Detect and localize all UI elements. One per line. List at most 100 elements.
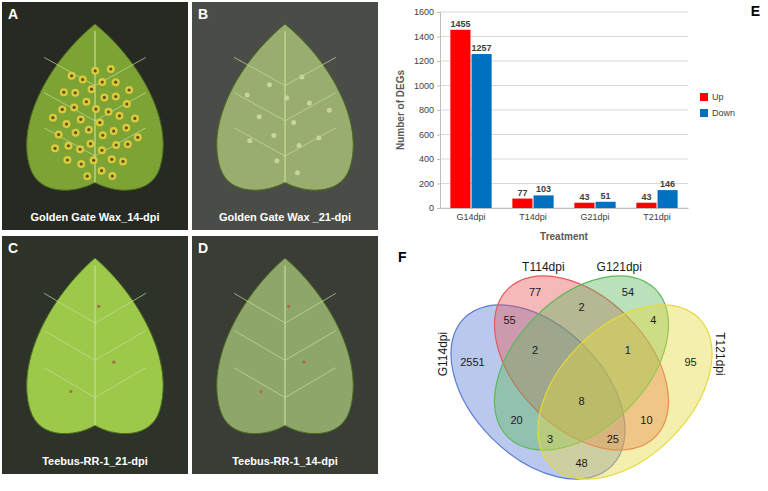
bar	[658, 190, 678, 208]
leaf	[217, 24, 354, 190]
leaf-lesion	[100, 93, 108, 101]
leaf-lesion	[245, 93, 250, 98]
tick-mark	[437, 184, 440, 185]
leaf-lesion	[284, 96, 289, 101]
tick-mark	[437, 110, 440, 111]
tick-label: 1000	[414, 81, 434, 91]
region-count: 2	[532, 344, 538, 356]
leaf-vein	[234, 368, 285, 398]
leaf-lesion-center	[90, 88, 93, 91]
bar	[472, 54, 492, 208]
leaf-lesion	[259, 390, 262, 393]
leaf-lesion-center	[53, 147, 56, 150]
legend-label: Up	[712, 92, 724, 102]
leaf-vein	[44, 93, 95, 121]
data-label: 1257	[472, 43, 492, 53]
photo-panel: BGolden Gate Wax _21-dpi	[192, 2, 378, 230]
grid-line	[440, 12, 688, 13]
tick: G21dpi	[580, 212, 609, 222]
leaf-lesion-center	[101, 134, 104, 137]
leaf-lesion	[123, 100, 131, 108]
panel-letter: A	[8, 6, 18, 22]
tick: 1400	[414, 32, 440, 42]
tick: 1000	[414, 81, 440, 91]
leaf-lesion	[104, 108, 112, 116]
tick-mark	[437, 159, 440, 160]
leaf-lesion	[316, 136, 321, 141]
legend: Up Down	[700, 92, 735, 118]
leaf-vein	[94, 265, 95, 425]
leaf-lesion	[76, 145, 84, 153]
bars	[450, 30, 677, 208]
region-count: 8	[578, 395, 584, 407]
tick-mark	[437, 61, 440, 62]
leaf-vein	[285, 293, 336, 323]
region-count: 48	[575, 457, 587, 469]
leaf-lesion	[69, 390, 72, 393]
leaf-lesion	[247, 138, 252, 143]
leaf-lesion-center	[126, 143, 129, 146]
region-count: 20	[510, 414, 522, 426]
leaf-lesion	[327, 108, 332, 113]
tick-label: T21dpi	[643, 212, 671, 222]
leaf-lesion-center	[80, 162, 83, 165]
tick-label: 800	[419, 105, 434, 115]
leaf-lesion	[85, 126, 93, 134]
y-axis: 02004006008001000120014001600	[414, 7, 441, 213]
legend-label: Down	[712, 108, 735, 118]
axis-title: Number of DEGs	[395, 70, 406, 150]
axis-line	[441, 208, 689, 209]
leaf-lesion-center	[62, 91, 65, 94]
leaf-lesion	[125, 86, 133, 94]
region-count: 25	[607, 433, 619, 445]
leaf-lesion-center	[125, 126, 128, 129]
data-labels: 1455774343125710351146	[450, 19, 675, 202]
leaf-lesion	[77, 160, 85, 168]
photo-caption: Golden Gate Wax_14-dpi	[30, 211, 159, 223]
leaf-lesion	[96, 119, 104, 127]
photo-background	[2, 236, 188, 474]
tick-label: 200	[419, 179, 434, 189]
leaf-lesion	[271, 133, 276, 138]
leaf-lesion	[297, 143, 302, 148]
data-label: 103	[536, 184, 551, 194]
leaf-vein	[95, 57, 146, 85]
tick: G14dpi	[456, 212, 485, 222]
leaf-vein	[95, 331, 146, 361]
leaf-vein	[285, 368, 336, 398]
leaf-lesion-center	[98, 121, 101, 124]
leaf-lesion	[91, 67, 99, 75]
leaf-lesion-center	[70, 74, 73, 77]
leaf-lesion-center	[100, 149, 103, 152]
leaf-lesion-center	[79, 118, 82, 121]
legend-swatch	[700, 93, 708, 101]
tick-label: T14dpi	[519, 212, 547, 222]
leaf-lesion	[97, 305, 100, 308]
leaf-lesion	[110, 127, 118, 135]
venn-sets	[418, 243, 745, 491]
tick: T14dpi	[519, 212, 547, 222]
tick-label: G21dpi	[580, 212, 609, 222]
tick-mark	[437, 86, 440, 87]
leaf-lesion	[72, 129, 80, 137]
leaf-lesion	[257, 114, 262, 119]
leaf-lesion	[108, 172, 116, 180]
leaf-vein	[234, 331, 285, 361]
photo-background	[192, 236, 378, 474]
tick-mark	[437, 12, 440, 13]
leaf-lesion	[115, 112, 123, 120]
grid	[440, 12, 688, 208]
tick-label: 600	[419, 130, 434, 140]
photo-background	[192, 2, 378, 230]
leaf-lesion-center	[86, 175, 89, 178]
panel-letter: C	[8, 240, 18, 256]
legend-swatch	[700, 109, 708, 117]
leaf-lesion-center	[125, 102, 128, 105]
tick: 400	[419, 154, 440, 164]
leaf-lesion-center	[78, 148, 81, 151]
leaf-lesion-center	[57, 133, 60, 136]
leaf-vein	[95, 128, 146, 156]
leaf-lesion-center	[74, 91, 77, 94]
region-count: 4	[650, 314, 656, 326]
data-label: 1455	[450, 19, 470, 29]
